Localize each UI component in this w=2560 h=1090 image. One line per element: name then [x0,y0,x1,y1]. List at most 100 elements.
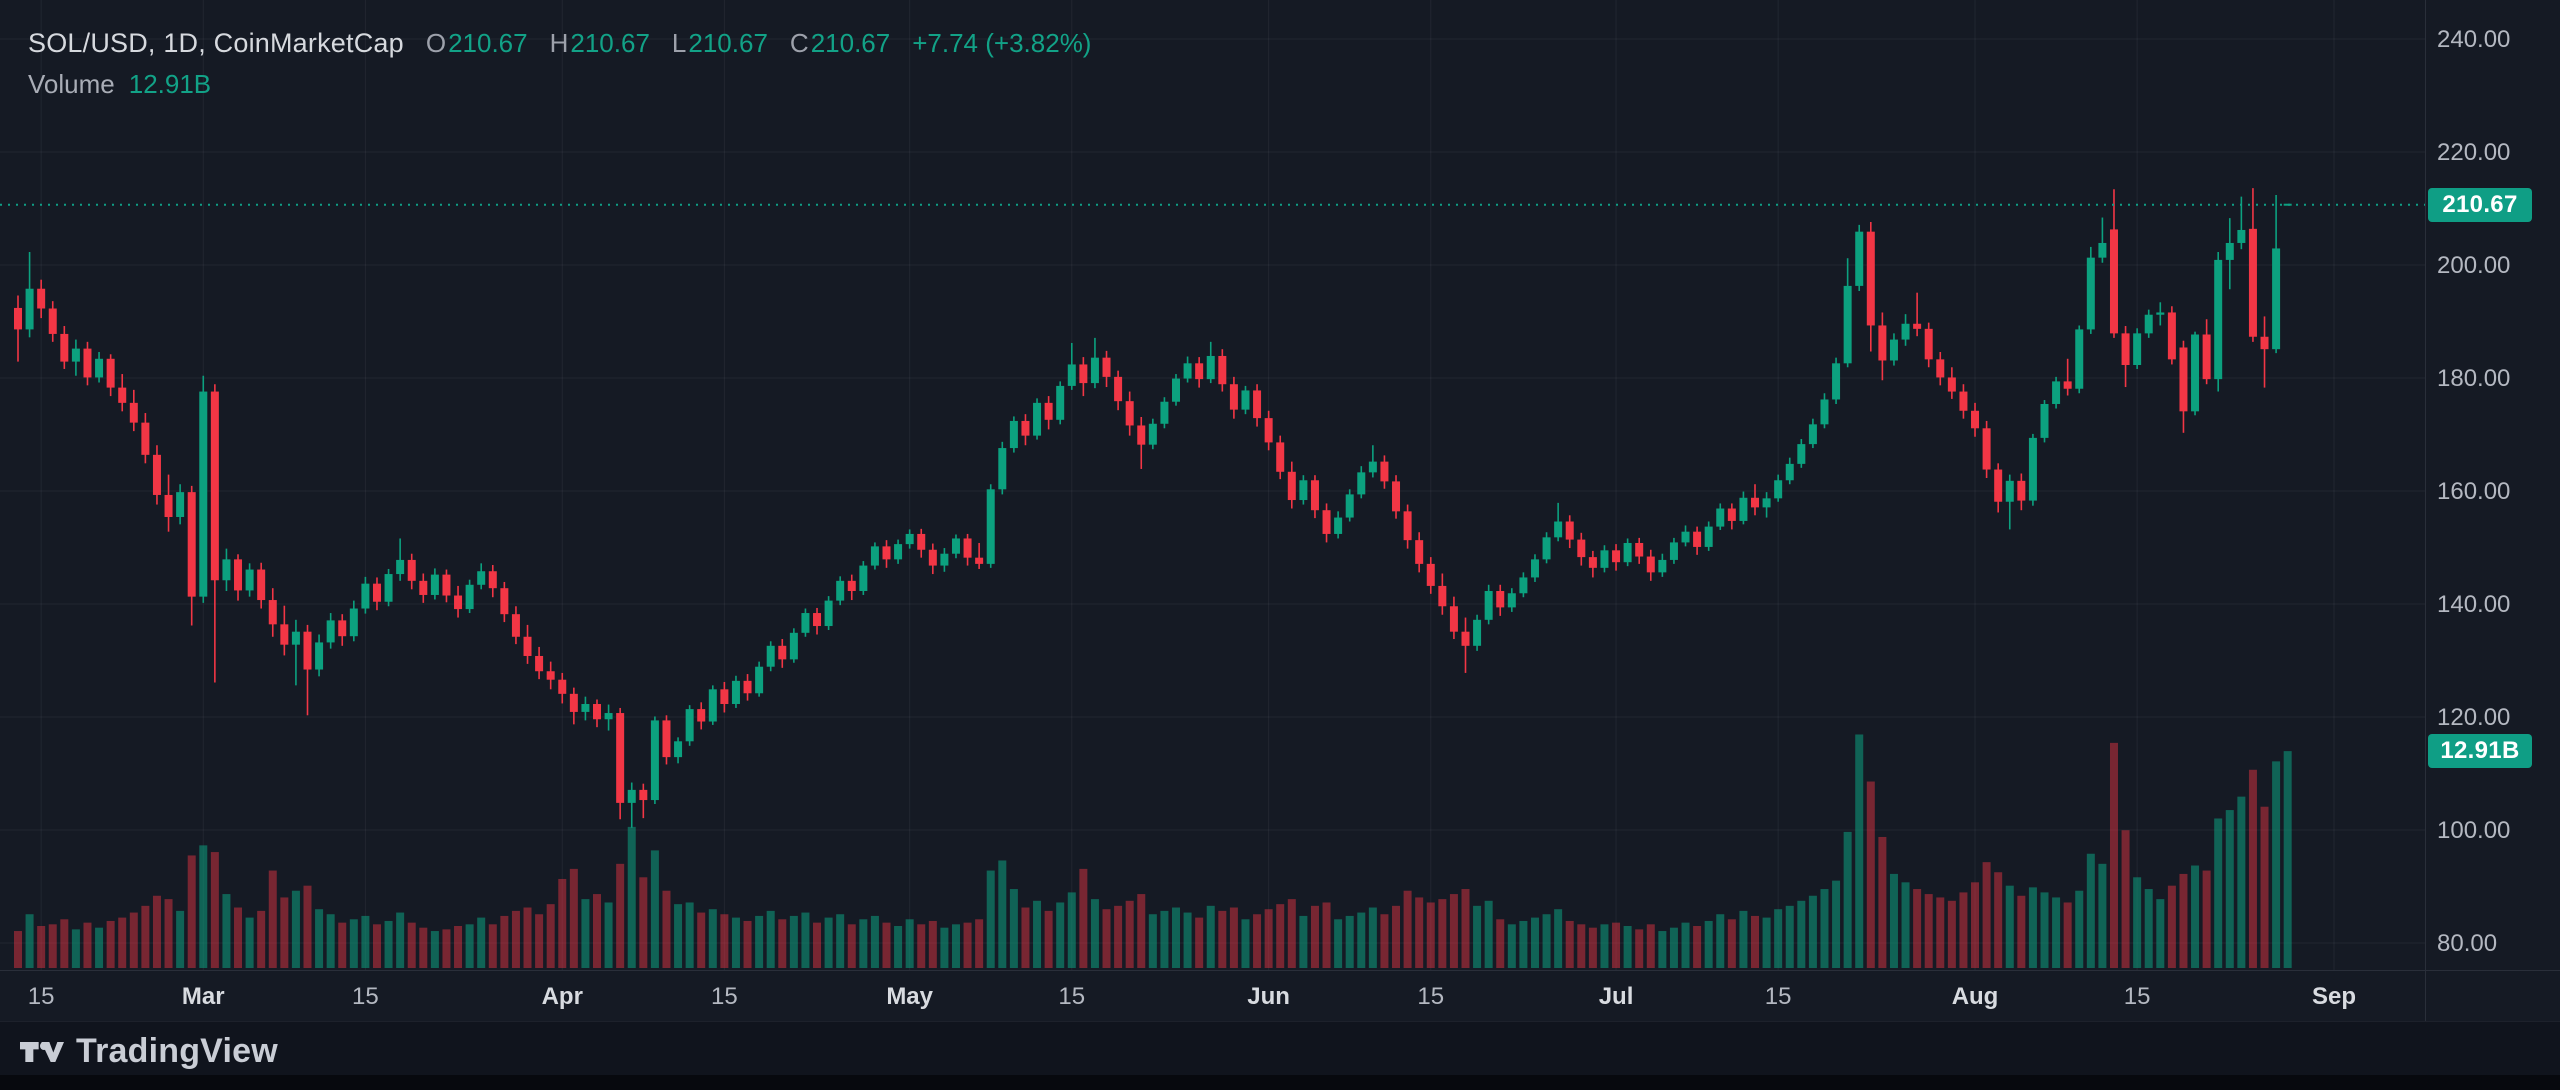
candle-body[interactable] [963,538,972,558]
volume-bar[interactable] [1310,905,1319,968]
volume-bar[interactable] [152,895,161,968]
candle-body[interactable] [1947,377,1956,392]
volume-bar[interactable] [917,924,926,968]
volume-bar[interactable] [986,870,995,968]
candle-body[interactable] [1832,363,1841,400]
candle-body[interactable] [1785,463,1794,481]
volume-bar[interactable] [1345,915,1354,968]
volume-bar[interactable] [430,931,439,968]
volume-bar[interactable] [766,910,775,968]
volume-bar[interactable] [488,924,497,968]
candle-body[interactable] [1241,390,1250,410]
volume-bar[interactable] [1067,892,1076,968]
volume-bar[interactable] [372,924,381,968]
volume-bar[interactable] [1751,915,1759,968]
volume-bar[interactable] [511,910,520,968]
volume-bar[interactable] [1496,919,1505,968]
time-tick-label[interactable]: Apr [542,983,583,1010]
volume-bar[interactable] [2063,902,2072,968]
volume-bar[interactable] [1889,873,1898,968]
candle-body[interactable] [998,448,1007,490]
candle-body[interactable] [1982,428,1991,470]
volume-bar[interactable] [176,910,185,968]
candle-body[interactable] [1739,497,1748,521]
candle-body[interactable] [951,538,960,554]
candle-body[interactable] [2133,333,2142,366]
candle-body[interactable] [2248,228,2257,337]
candle-body[interactable] [1392,481,1401,512]
candle-body[interactable] [546,671,555,680]
volume-bar[interactable] [384,920,393,968]
candle-body[interactable] [708,689,717,722]
volume-bar[interactable] [1368,907,1377,968]
volume-bar[interactable] [1449,894,1458,968]
candle-body[interactable] [882,546,891,560]
volume-bar[interactable] [1577,924,1586,968]
volume-bar[interactable] [1114,905,1123,968]
volume-bar[interactable] [813,922,822,968]
volume-bar[interactable] [1392,905,1401,968]
tradingview-logo[interactable]: TradingView [20,1032,278,1071]
volume-bar[interactable] [674,904,683,968]
volume-bar[interactable] [1403,890,1412,968]
volume-bar[interactable] [2086,853,2095,968]
volume-bar[interactable] [2098,863,2107,968]
candle-body[interactable] [1519,577,1528,594]
candle-body[interactable] [1843,285,1852,364]
candle-body[interactable] [1426,563,1435,586]
volume-bar[interactable] [2075,890,2084,968]
volume-bar[interactable] [1125,900,1134,968]
candle-body[interactable] [1229,384,1238,410]
candle-body[interactable] [454,595,463,610]
candle-body[interactable] [847,580,856,592]
candle-body[interactable] [755,666,764,694]
candle-body[interactable] [48,308,57,334]
volume-bar[interactable] [1044,910,1053,968]
volume-bar[interactable] [940,927,949,968]
candle-body[interactable] [1438,585,1447,607]
candle-body[interactable] [1855,231,1864,286]
volume-bar[interactable] [720,914,729,968]
candle-body[interactable] [2109,229,2118,334]
volume-bar[interactable] [1588,927,1597,968]
volume-bar[interactable] [1507,924,1516,968]
candle-body[interactable] [118,387,127,403]
candle-body[interactable] [349,608,358,637]
volume-bar[interactable] [1924,894,1933,968]
volume-bar[interactable] [535,914,544,968]
volume-bar[interactable] [2283,751,2292,968]
volume-bar[interactable] [928,920,937,968]
volume-bar[interactable] [210,852,219,968]
candle-body[interactable] [442,574,451,596]
candle-body[interactable] [1067,364,1076,386]
time-tick-label[interactable]: 15 [1058,983,1085,1010]
candle-body[interactable] [859,565,868,592]
candle-body[interactable] [245,569,254,591]
candle-body[interactable] [1901,323,1910,340]
volume-bar[interactable] [1808,895,1817,968]
volume-bar[interactable] [326,914,335,968]
candle-body[interactable] [639,789,648,801]
volume-bar[interactable] [164,899,173,968]
volume-bar[interactable] [1438,899,1447,968]
volume-bar[interactable] [1623,926,1632,968]
candle-body[interactable] [488,571,497,589]
volume-bar[interactable] [1762,917,1771,968]
volume-bar[interactable] [268,870,277,968]
volume-bar[interactable] [697,912,706,968]
volume-bar[interactable] [2272,761,2281,968]
candle-body[interactable] [940,553,949,566]
volume-bar[interactable] [1241,919,1250,968]
candle-body[interactable] [685,709,694,742]
candle-body[interactable] [1924,328,1933,360]
volume-bar[interactable] [106,920,115,968]
volume-bar[interactable] [1229,907,1238,968]
candle-body[interactable] [535,655,544,672]
candle-body[interactable] [2202,334,2211,380]
volume-bar[interactable] [118,917,127,968]
volume-bar[interactable] [2260,806,2269,968]
volume-bar[interactable] [2144,889,2153,968]
volume-bar[interactable] [291,890,300,968]
candle-body[interactable] [71,348,80,362]
volume-bar[interactable] [1959,892,1968,968]
